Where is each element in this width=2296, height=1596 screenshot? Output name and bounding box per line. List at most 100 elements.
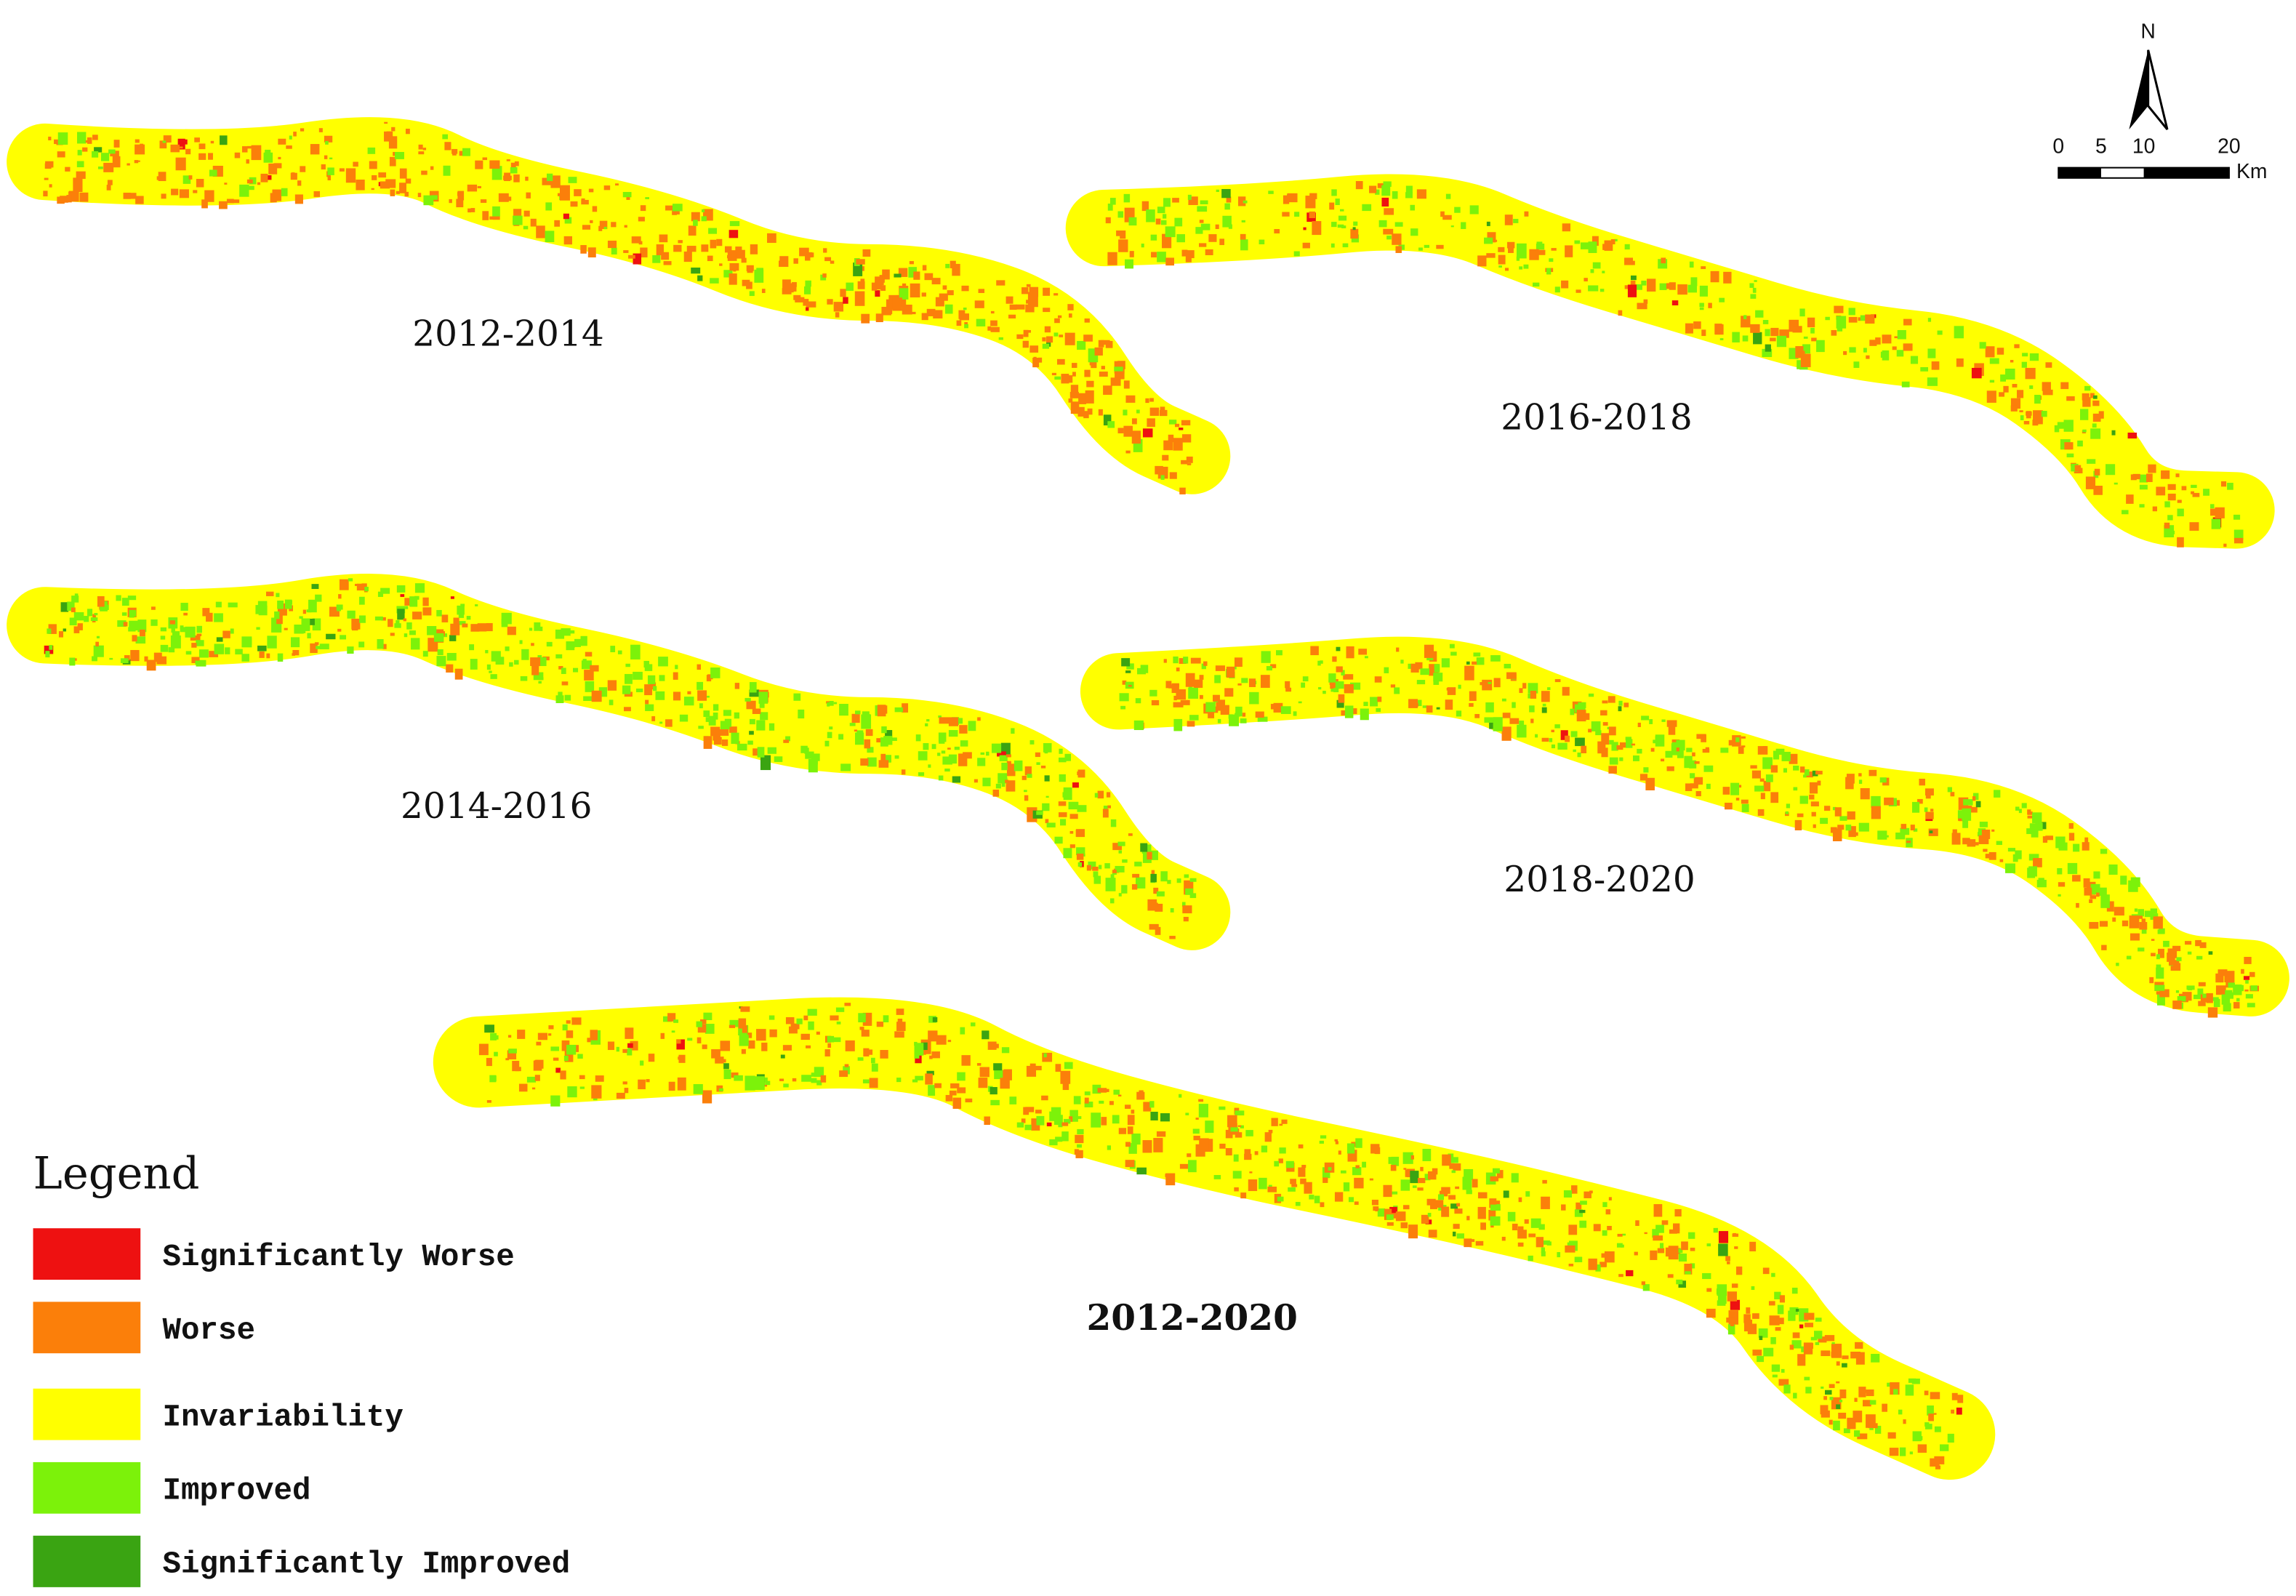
speckle (1122, 859, 1128, 863)
speckle (49, 184, 52, 188)
speckle (1046, 336, 1053, 343)
speckle (1302, 676, 1309, 682)
speckle (446, 653, 457, 661)
speckle (2198, 1000, 2206, 1006)
speckle (926, 1070, 934, 1075)
speckle (824, 740, 830, 747)
speckle (2167, 484, 2176, 490)
speckle (2084, 385, 2091, 391)
speckle (633, 671, 643, 680)
speckle (1107, 805, 1112, 809)
speckle (2139, 922, 2148, 930)
speckle (1601, 1253, 1606, 1258)
speckle (977, 717, 981, 721)
speckle (609, 699, 614, 705)
speckle (196, 625, 202, 633)
speckle (1600, 710, 1607, 716)
speckle (509, 662, 513, 667)
speckle (1176, 234, 1185, 243)
speckle (1644, 1232, 1647, 1235)
speckle (1055, 1064, 1061, 1072)
speckle (2189, 522, 2199, 531)
speckle (2185, 941, 2192, 945)
speckle (1988, 851, 1996, 860)
speckle (1442, 214, 1452, 220)
speckle (827, 702, 830, 707)
speckle (2090, 428, 2101, 439)
speckle (880, 705, 888, 714)
speckle (1036, 762, 1040, 765)
speckle (843, 297, 848, 304)
speckle (1405, 192, 1413, 199)
speckle (339, 168, 345, 172)
north-arrow: N (2129, 20, 2169, 130)
speckle (456, 199, 464, 208)
speckle (2041, 411, 2047, 417)
speckle (1690, 773, 1695, 779)
speckle (1750, 765, 1757, 769)
speckle (1084, 1097, 1089, 1104)
speckle (1141, 244, 1144, 248)
speckle (1168, 420, 1177, 425)
speckle (688, 225, 697, 236)
speckle (1181, 902, 1186, 907)
speckle (2029, 385, 2034, 389)
speckle (779, 1078, 784, 1081)
speckle (1084, 369, 1091, 377)
speckle (1726, 1318, 1735, 1323)
speckle (1541, 1251, 1546, 1256)
speckle (697, 681, 704, 690)
speckle (1400, 1222, 1408, 1229)
speckle (1900, 827, 1910, 835)
speckle (299, 616, 303, 619)
legend-swatch (33, 1536, 141, 1587)
scale-label: 20 (2217, 135, 2240, 158)
speckle (1318, 686, 1322, 690)
corridor (433, 997, 1996, 1480)
speckle (1364, 656, 1368, 659)
speckle (1762, 348, 1773, 357)
speckle (1069, 1110, 1078, 1122)
speckle (832, 1037, 841, 1043)
speckle (1377, 1208, 1386, 1217)
speckle (2139, 474, 2148, 483)
speckle (1619, 742, 1627, 748)
speckle (1570, 731, 1578, 737)
speckle (1125, 395, 1136, 403)
speckle (1551, 744, 1555, 749)
speckle (1392, 1191, 1398, 1195)
speckle (616, 1046, 619, 1052)
speckle (2100, 894, 2110, 908)
speckle (278, 156, 281, 160)
speckle (1179, 487, 1186, 494)
speckle (1410, 204, 1415, 211)
speckle (892, 297, 902, 311)
speckle (851, 713, 860, 723)
speckle (978, 1078, 988, 1088)
speckle (846, 282, 854, 291)
speckle (405, 606, 409, 609)
speckle (196, 633, 202, 636)
speckle (1562, 223, 1571, 232)
speckle (1649, 719, 1653, 724)
speckle (644, 664, 653, 671)
speckle (728, 273, 737, 285)
speckle (1641, 715, 1650, 721)
speckle (326, 633, 336, 640)
speckle (1952, 829, 1957, 834)
speckle (994, 1070, 1003, 1080)
speckle (1793, 765, 1799, 771)
speckle (865, 729, 873, 737)
speckle (2082, 393, 2090, 401)
speckle (1754, 280, 1757, 282)
speckle (1416, 680, 1426, 685)
speckle (1979, 839, 1986, 843)
speckle (1450, 651, 1457, 656)
speckle (92, 151, 99, 158)
speckle (1029, 286, 1039, 297)
speckle (2029, 823, 2039, 835)
speckle (615, 183, 619, 186)
speckle (912, 1079, 918, 1083)
speckle (768, 1015, 775, 1020)
speckle (405, 178, 412, 184)
